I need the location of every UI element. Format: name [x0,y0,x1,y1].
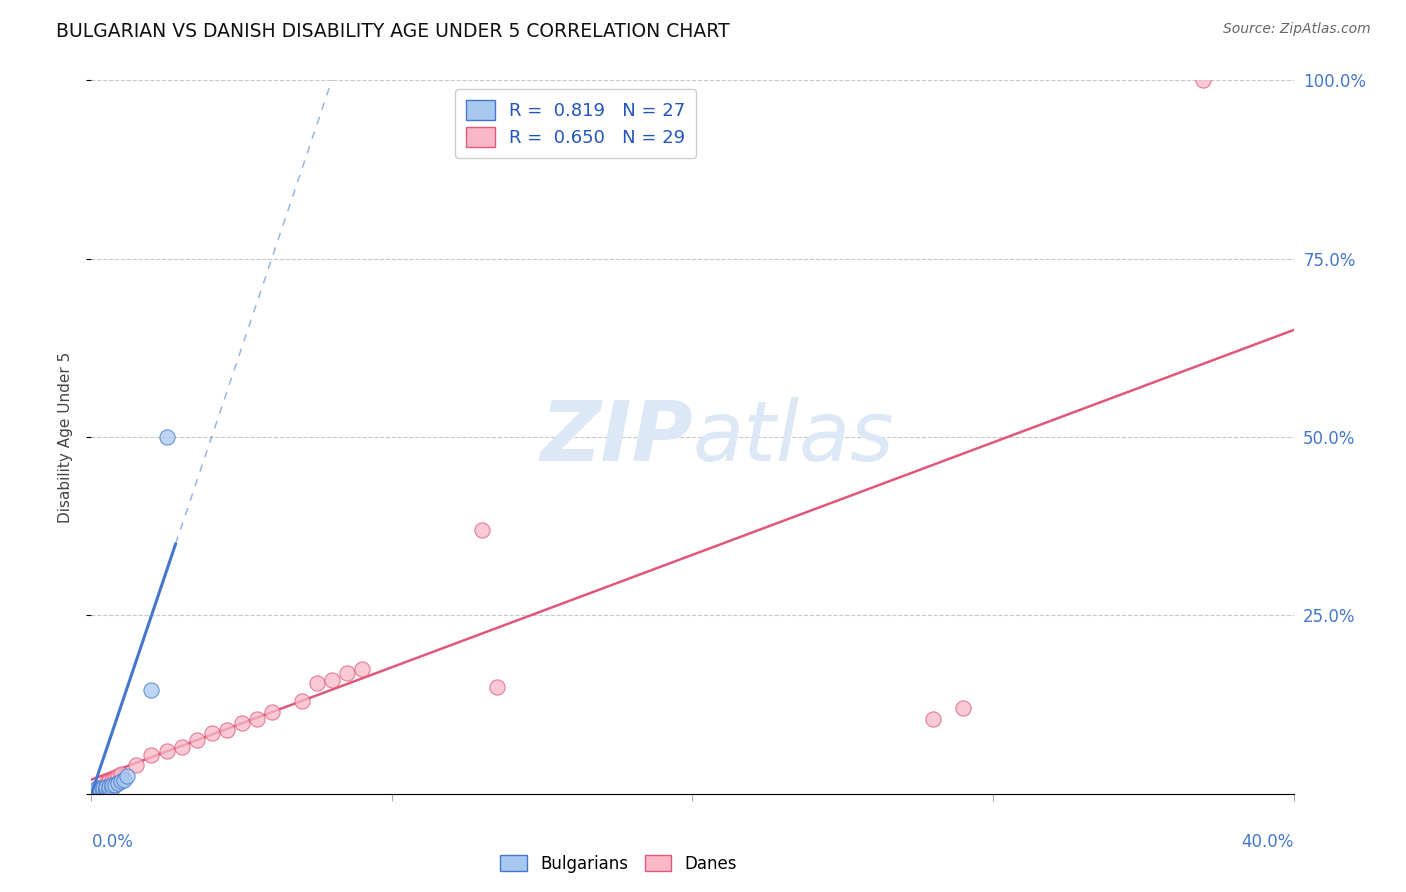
Point [96,776,118,790]
Point [101,781,124,796]
Point [246,712,269,726]
Point [83,784,105,798]
Point [93,780,115,794]
Point [336,665,359,680]
Point [260,705,283,719]
Point [125,758,148,772]
Point [96,781,118,796]
Point [110,767,132,781]
Point [93,782,115,797]
Point [86,782,108,797]
Legend: R =  0.819   N = 27, R =  0.650   N = 29: R = 0.819 N = 27, R = 0.650 N = 29 [456,89,696,158]
Point [93,781,115,796]
Point [104,778,127,792]
Point [155,744,177,758]
Point [170,740,193,755]
Point [107,776,129,790]
Text: BULGARIAN VS DANISH DISABILITY AGE UNDER 5 CORRELATION CHART: BULGARIAN VS DANISH DISABILITY AGE UNDER… [56,22,730,41]
Text: 40.0%: 40.0% [1241,833,1294,851]
Point [486,680,509,694]
Text: Source: ZipAtlas.com: Source: ZipAtlas.com [1223,22,1371,37]
Point [86,784,108,798]
Point [98,780,121,794]
Point [231,715,253,730]
Point [98,774,121,789]
Point [291,694,314,708]
Point [86,782,108,797]
Point [952,701,974,715]
Legend: Bulgarians, Danes: Bulgarians, Danes [494,848,744,880]
Point [321,673,343,687]
Point [201,726,224,740]
Point [141,747,163,762]
Point [107,769,129,783]
Point [922,712,945,726]
Point [93,784,115,798]
Point [89,785,111,799]
Point [155,430,177,444]
Point [98,781,121,796]
Text: 0.0%: 0.0% [91,833,134,851]
Point [471,523,494,537]
Text: ZIP: ZIP [540,397,692,477]
Y-axis label: Disability Age Under 5: Disability Age Under 5 [58,351,73,523]
Point [1192,73,1215,87]
Point [110,774,132,789]
Point [114,772,136,787]
Point [104,771,127,785]
Point [86,785,108,799]
Point [89,783,111,797]
Point [117,769,139,783]
Point [89,781,111,796]
Point [89,781,111,796]
Point [96,780,118,794]
Point [96,783,118,797]
Text: atlas: atlas [692,397,894,477]
Point [86,781,108,796]
Point [83,785,105,799]
Point [101,778,124,792]
Point [215,723,238,737]
Point [186,733,208,747]
Point [350,662,373,676]
Point [101,772,124,787]
Point [305,676,328,690]
Point [83,785,105,799]
Point [83,784,105,798]
Point [141,683,163,698]
